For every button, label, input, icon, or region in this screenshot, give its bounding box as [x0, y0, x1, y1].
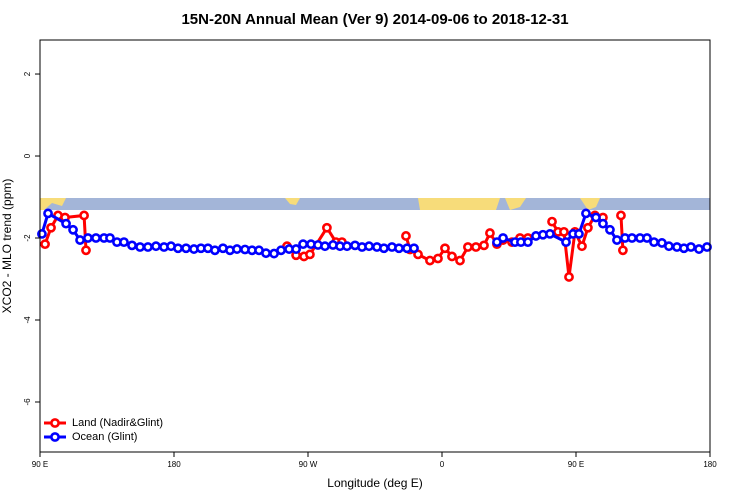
y-tick-label: 0 — [23, 153, 32, 158]
series-marker — [37, 229, 47, 239]
series-marker — [618, 245, 628, 256]
series-marker — [440, 243, 450, 254]
series-marker — [583, 222, 593, 233]
series-marker — [649, 237, 659, 248]
series-marker — [322, 222, 332, 233]
series-marker — [702, 242, 712, 252]
series-marker — [425, 255, 435, 266]
series-marker — [342, 241, 352, 252]
series-marker — [409, 243, 419, 254]
map-strip — [40, 198, 710, 210]
series-marker — [447, 251, 457, 262]
series-marker — [61, 218, 71, 229]
series-marker — [105, 233, 115, 243]
series-marker — [433, 253, 443, 264]
series-marker — [379, 243, 389, 254]
series-marker — [232, 244, 242, 254]
series-marker — [471, 242, 481, 252]
legend-marker — [50, 418, 60, 428]
series-marker — [276, 245, 286, 256]
series-marker — [151, 241, 161, 252]
legend-label: Ocean (Glint) — [72, 431, 137, 443]
series-marker — [561, 237, 571, 248]
series-marker — [498, 233, 508, 243]
axes-frame — [39, 39, 711, 453]
x-tick-label: 180 — [703, 460, 717, 469]
series-marker — [394, 243, 404, 254]
series-marker — [46, 222, 56, 233]
series-line — [619, 215, 625, 251]
series-marker — [627, 233, 637, 243]
legend-marker — [50, 432, 60, 442]
chart-title: 15N-20N Annual Mean (Ver 9) 2014-09-06 t… — [181, 11, 568, 28]
series-marker — [455, 255, 465, 266]
series-marker — [559, 226, 569, 237]
series-marker — [581, 208, 591, 219]
series-marker — [401, 231, 411, 241]
series-marker — [135, 242, 145, 252]
x-tick-label: 90 W — [299, 460, 318, 469]
x-tick-label: 90 E — [32, 460, 48, 469]
series-marker — [83, 233, 93, 243]
series-marker — [305, 249, 315, 260]
series-marker — [291, 244, 301, 254]
series-marker — [68, 224, 78, 235]
series-marker — [364, 241, 374, 252]
y-tick-label: -2 — [23, 234, 32, 242]
series-marker — [598, 218, 608, 229]
series-marker — [298, 239, 308, 250]
y-axis-label: XCO2 - MLO trend (ppm) — [0, 179, 14, 314]
series-marker — [545, 229, 555, 239]
series-marker — [463, 242, 473, 252]
x-tick-label: 90 E — [568, 460, 584, 469]
series-marker — [479, 240, 489, 251]
series-marker — [612, 235, 622, 245]
series-marker — [119, 237, 129, 248]
x-axis-label: Longitude (deg E) — [327, 476, 422, 490]
series-marker — [91, 233, 101, 243]
series-marker — [143, 242, 153, 252]
series-marker — [79, 210, 89, 221]
x-tick-label: 180 — [167, 460, 181, 469]
series-marker — [605, 224, 615, 235]
series-marker — [694, 244, 704, 254]
series-marker — [591, 212, 601, 223]
series-marker — [127, 240, 137, 251]
series-marker — [574, 229, 584, 239]
y-tick-label: -4 — [23, 316, 32, 324]
series-marker — [210, 245, 220, 256]
series-marker — [40, 239, 50, 250]
series-marker — [547, 216, 557, 227]
series-marker — [173, 243, 183, 254]
legend-label: Land (Nadir&Glint) — [72, 417, 163, 429]
series-marker — [320, 241, 330, 252]
series-marker — [181, 243, 191, 254]
series-marker — [485, 228, 495, 238]
series-marker — [664, 241, 674, 252]
series-marker — [81, 245, 91, 256]
plot-area — [37, 208, 712, 282]
series-marker — [577, 241, 587, 252]
y-tick-label: 2 — [23, 71, 32, 76]
series-marker — [75, 235, 85, 245]
series-marker — [564, 272, 574, 282]
series-marker — [616, 210, 626, 221]
series-marker — [523, 237, 533, 248]
x-tick-label: 0 — [440, 460, 445, 469]
series-marker — [686, 242, 696, 252]
series-marker — [642, 233, 652, 243]
series-marker — [43, 208, 53, 219]
y-tick-label: -6 — [23, 398, 32, 406]
series-marker — [261, 248, 271, 259]
